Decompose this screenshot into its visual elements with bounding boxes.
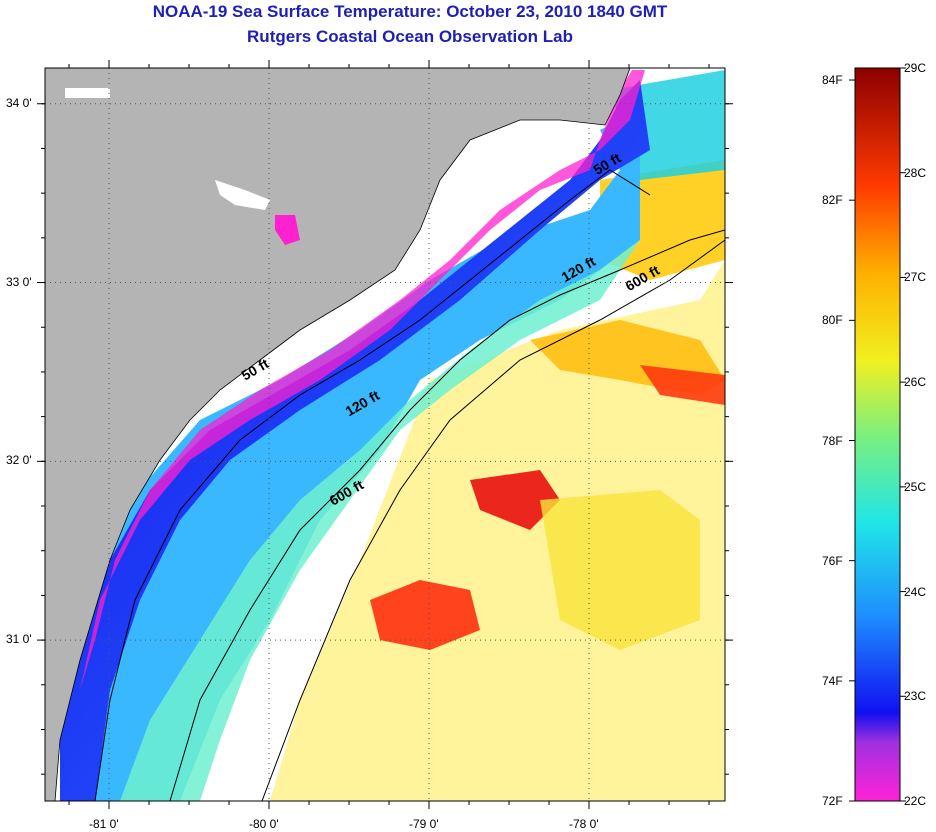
axis-ticks	[37, 60, 733, 809]
lat-tick-label: 33 0'	[6, 274, 32, 289]
lat-tick-label: 32 0'	[6, 453, 32, 468]
lon-tick-label: -78 0'	[569, 817, 599, 831]
hot-patch-center	[470, 470, 560, 530]
cold-coastal-band	[60, 80, 650, 801]
colorbar	[854, 67, 901, 802]
colorbar-label-fahrenheit: 78F	[822, 433, 843, 448]
colorbar-label-celsius: 27C	[904, 270, 927, 285]
lon-tick-label: -79 0'	[409, 817, 439, 831]
lon-tick-label: -80 0'	[249, 817, 279, 831]
mid-shelf-water	[120, 240, 640, 801]
warm-water-region	[270, 260, 725, 801]
colorbar-label-celsius: 26C	[904, 375, 927, 390]
colorbar-label-fahrenheit: 82F	[822, 193, 843, 208]
colorbar-label-celsius: 29C	[904, 61, 927, 75]
lat-tick-label: 31 0'	[6, 632, 32, 647]
colorbar-label-celsius: 28C	[904, 165, 927, 180]
map-frame	[44, 67, 726, 802]
colorbar-label-fahrenheit: 72F	[822, 794, 843, 808]
colorbar-label-celsius: 24C	[904, 584, 927, 599]
colorbar-label-celsius: 25C	[904, 479, 927, 494]
colorbar-label-celsius: 22C	[904, 794, 927, 808]
contour-50ft	[94, 169, 651, 801]
contour-120ft	[169, 229, 725, 801]
colorbar-label-fahrenheit: 80F	[822, 313, 843, 328]
inland-water-1	[65, 88, 110, 98]
inland-water-2	[215, 180, 270, 210]
colorbar-label-celsius: 23C	[904, 689, 927, 704]
lon-tick-label: -81 0'	[89, 817, 119, 831]
lat-tick-label: 34 0'	[6, 95, 32, 110]
yellow-patch	[540, 490, 700, 650]
colorbar-label-fahrenheit: 74F	[822, 673, 843, 688]
colorbar-label-fahrenheit: 84F	[822, 73, 843, 88]
hot-patch-south	[370, 580, 480, 650]
colorbar-label-fahrenheit: 76F	[822, 553, 843, 568]
land	[45, 68, 631, 801]
map-subtitle: Rutgers Coastal Ocean Observation Lab	[247, 27, 573, 46]
hot-patch-east	[640, 365, 725, 405]
contour-600ft	[261, 239, 725, 801]
colorbar-ticks	[849, 67, 906, 802]
map-title: NOAA-19 Sea Surface Temperature: October…	[152, 2, 668, 21]
graticule	[45, 68, 725, 801]
inland-lake	[275, 215, 300, 245]
